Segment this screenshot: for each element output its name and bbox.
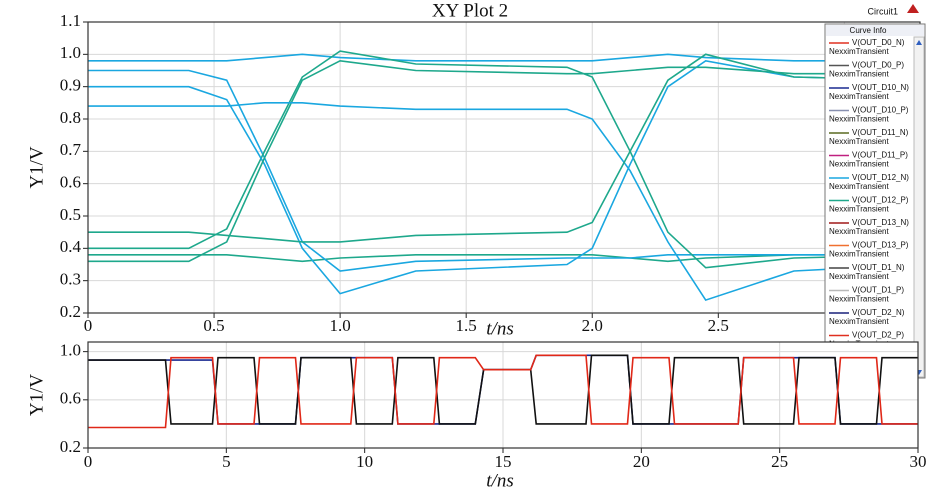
- y-tick-label: 0.2: [60, 302, 81, 321]
- legend-name: V(OUT_D11_P): [852, 151, 908, 160]
- trace: [88, 102, 920, 302]
- y-tick-label: 0.6: [60, 389, 81, 408]
- legend-name: V(OUT_D13_N): [852, 218, 909, 227]
- x-tick-label: 10: [356, 452, 373, 471]
- y-axis-label: Y1/V: [26, 146, 47, 189]
- trace: [88, 69, 920, 272]
- y-tick-label: 0.5: [60, 205, 81, 224]
- x-tick-label: 2.5: [708, 316, 729, 335]
- legend-source: NexximTransient: [829, 92, 889, 101]
- legend-source: NexximTransient: [829, 205, 889, 214]
- plot-frame: [87, 341, 919, 449]
- y-tick-label: 0.2: [60, 437, 81, 456]
- x-tick-label: 25: [771, 452, 788, 471]
- legend-source: NexximTransient: [829, 250, 889, 259]
- x-tick-label: 1.5: [456, 316, 477, 335]
- y-tick-label: 0.6: [60, 173, 81, 192]
- y-tick-label: 0.8: [60, 108, 81, 127]
- legend: Curve InfoV(OUT_D0_N)NexximTransientV(OU…: [824, 23, 926, 379]
- y-tick-label: 0.9: [60, 76, 81, 95]
- legend-name: V(OUT_D10_N): [852, 83, 909, 92]
- legend-title: Curve Info: [850, 26, 887, 35]
- circuit-name: Circuit1: [867, 6, 898, 16]
- legend-source: NexximTransient: [829, 227, 889, 236]
- legend-source: NexximTransient: [829, 137, 889, 146]
- legend-source: NexximTransient: [829, 182, 889, 191]
- legend-name: V(OUT_D10_P): [852, 106, 909, 115]
- legend-name: V(OUT_D0_P): [852, 61, 904, 70]
- trace: [88, 53, 920, 243]
- x-axis-label: t/ns: [486, 318, 513, 339]
- x-tick-label: 0: [84, 452, 93, 471]
- scrollbar: [913, 36, 925, 378]
- y-axis-label: Y1/V: [26, 374, 47, 417]
- legend-name: V(OUT_D11_N): [852, 128, 909, 137]
- trace: [88, 59, 920, 263]
- legend-source: NexximTransient: [829, 115, 889, 124]
- y-tick-label: 1.0: [60, 341, 81, 360]
- trace: [88, 254, 920, 263]
- app-icon: [907, 4, 919, 13]
- legend-source: NexximTransient: [829, 160, 889, 169]
- x-tick-label: 30: [910, 452, 927, 471]
- legend-name: V(OUT_D1_N): [852, 263, 905, 272]
- legend-source: NexximTransient: [829, 70, 889, 79]
- legend-source: NexximTransient: [829, 317, 889, 326]
- legend-source: NexximTransient: [829, 295, 889, 304]
- x-tick-label: 2.0: [582, 316, 603, 335]
- y-tick-label: 1.1: [60, 11, 81, 30]
- trace: [88, 354, 918, 429]
- trace: [88, 53, 920, 62]
- legend-source: NexximTransient: [829, 272, 889, 281]
- legend-name: V(OUT_D12_N): [852, 173, 909, 182]
- legend-name: V(OUT_D2_P): [852, 331, 904, 340]
- legend-name: V(OUT_D13_P): [852, 241, 909, 250]
- y-tick-label: 0.7: [60, 140, 82, 159]
- x-tick-label: 15: [495, 452, 512, 471]
- x-tick-label: 0.5: [203, 316, 224, 335]
- x-tick-label: 5: [222, 452, 231, 471]
- y-tick-label: 1.0: [60, 43, 81, 62]
- legend-source: NexximTransient: [829, 47, 889, 56]
- x-tick-label: 0: [84, 316, 93, 335]
- traces: [88, 354, 918, 429]
- traces: [88, 50, 920, 302]
- legend-name: V(OUT_D12_P): [852, 196, 909, 205]
- trace: [88, 50, 920, 269]
- scroll-up: [916, 40, 922, 45]
- legend-header: [826, 25, 924, 36]
- y-tick-label: 0.3: [60, 270, 81, 289]
- x-axis-label: t/ns: [486, 470, 513, 491]
- x-tick-label: 1.0: [329, 316, 350, 335]
- chart-title: XY Plot 2: [432, 0, 508, 21]
- x-tick-label: 20: [633, 452, 650, 471]
- legend-name: V(OUT_D1_P): [852, 286, 904, 295]
- trace: [88, 59, 920, 295]
- legend-name: V(OUT_D0_N): [852, 38, 905, 47]
- plot-area: [88, 22, 920, 313]
- legend-name: V(OUT_D2_N): [852, 308, 905, 317]
- y-tick-label: 0.4: [60, 237, 82, 256]
